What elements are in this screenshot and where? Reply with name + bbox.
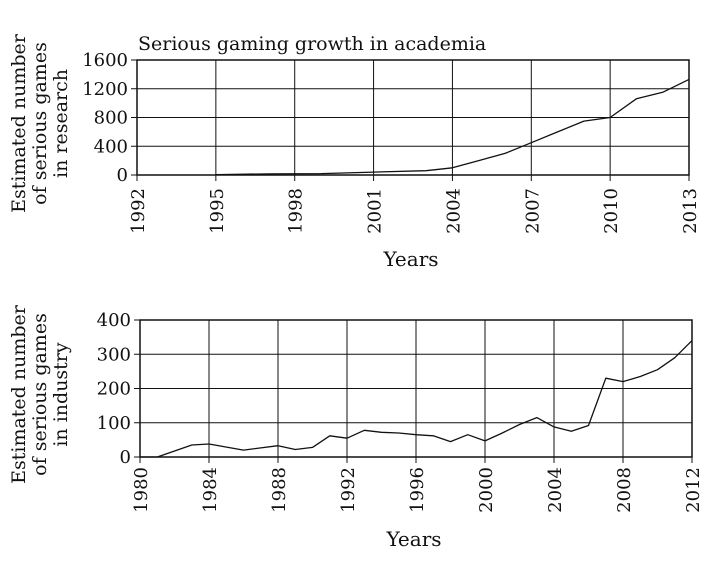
y-tick-label: 1200 [82,79,128,100]
x-tick-label: 2013 [680,188,701,234]
y-axis-title: Estimated number of serious games in indus… [8,304,72,484]
y-axis-title-line: Estimated number [8,304,30,484]
x-tick-label: 2004 [545,467,566,513]
x-tick-label: 1984 [200,467,221,513]
series-line [140,340,693,458]
y-tick-label: 0 [120,447,131,468]
chart-title: Serious gaming growth in academia [138,33,486,55]
y-tick-label: 100 [97,413,131,434]
x-tick-label: 1980 [131,467,152,513]
y-tick-label: 200 [97,379,131,400]
y-axis-title-line: of serious games [29,42,51,205]
x-tick-label: 1988 [269,467,290,513]
x-tick-label: 2000 [476,467,497,513]
y-axis-title-line: of serious games [29,313,51,476]
x-tick-label: 1996 [407,467,428,513]
y-axis-title-line: in industry [50,342,72,447]
y-axis-title-line: in research [50,69,72,178]
series-line [215,78,690,176]
x-tick-label: 2001 [365,188,386,234]
y-tick-label: 1600 [82,50,128,71]
y-axis-title: Estimated number of serious games in resea… [8,33,72,213]
x-axis-title: Years [382,247,438,271]
x-axis-title: Years [385,527,441,551]
y-tick-label: 300 [97,344,131,365]
x-tick-label: 2004 [443,188,464,234]
y-axis-title-line: Estimated number [8,33,30,213]
x-tick-label: 1998 [286,188,307,234]
industry-chart: 0 100 200 300 400 1980 1984 1988 1992 1996 2000 200… [8,304,704,551]
y-tick-label: 800 [94,108,128,129]
x-tick-label: 2007 [522,188,543,234]
academia-chart: 0 400 800 1200 1600 1992 1995 1998 2001 2004 2007 2… [8,33,701,271]
x-tick-label: 1992 [128,188,149,234]
y-tick-label: 400 [97,310,131,331]
x-tick-label: 1992 [338,467,359,513]
y-tick-label: 400 [94,136,128,157]
x-tick-label: 2008 [614,467,635,513]
x-tick-label: 1995 [207,188,228,234]
x-tick-label: 2012 [683,467,704,513]
x-tick-label: 2010 [601,188,622,234]
y-tick-label: 0 [117,165,128,186]
